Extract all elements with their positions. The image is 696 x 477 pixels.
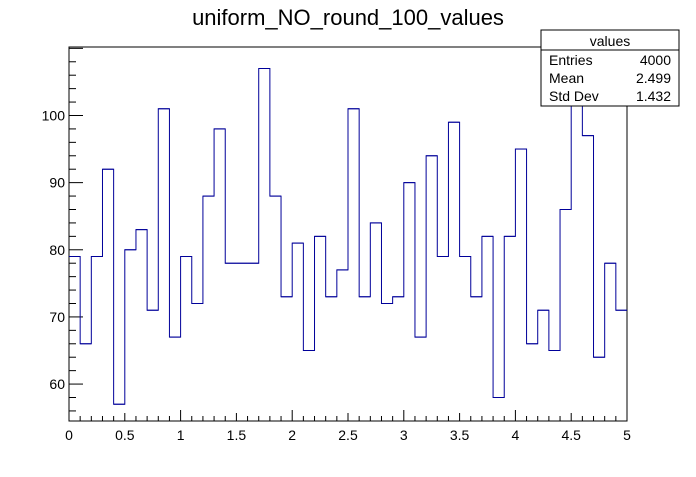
chart-title: uniform_NO_round_100_values (192, 5, 504, 30)
stats-box-title: values (590, 33, 630, 49)
x-tick-label: 0.5 (115, 427, 135, 443)
x-tick-label: 4.5 (561, 427, 581, 443)
y-tick-label: 90 (49, 175, 65, 191)
stats-stddev-label: Std Dev (549, 88, 599, 104)
x-tick-label: 2 (288, 427, 296, 443)
stats-mean-label: Mean (549, 70, 584, 86)
stats-box-frame (540, 29, 680, 107)
y-axis: 60 70 80 90 100 (42, 47, 83, 412)
y-tick-label: 80 (49, 242, 65, 258)
stats-entries-label: Entries (549, 52, 593, 68)
x-tick-label: 5 (623, 427, 631, 443)
x-tick-label: 1.5 (227, 427, 247, 443)
y-tick-label: 100 (42, 107, 66, 123)
stats-entries-value: 4000 (640, 52, 671, 68)
x-tick-label: 0 (65, 427, 73, 443)
x-tick-label: 3 (400, 427, 408, 443)
histogram-outline (69, 67, 627, 405)
stats-stddev-value: 1.432 (636, 88, 671, 104)
histogram-series (69, 67, 627, 405)
y-tick-label: 60 (49, 376, 65, 392)
y-tick-label: 70 (49, 309, 65, 325)
x-tick-label: 1 (177, 427, 185, 443)
x-tick-label: 3.5 (450, 427, 470, 443)
x-tick-label: 2.5 (338, 427, 358, 443)
x-axis: 0 0.5 1 1.5 2 2.5 3 3.5 4 4.5 5 (65, 410, 631, 443)
x-tick-label: 4 (512, 427, 520, 443)
stats-box: values Entries 4000 Mean 2.499 Std Dev 1… (540, 29, 680, 107)
stats-mean-value: 2.499 (636, 70, 671, 86)
